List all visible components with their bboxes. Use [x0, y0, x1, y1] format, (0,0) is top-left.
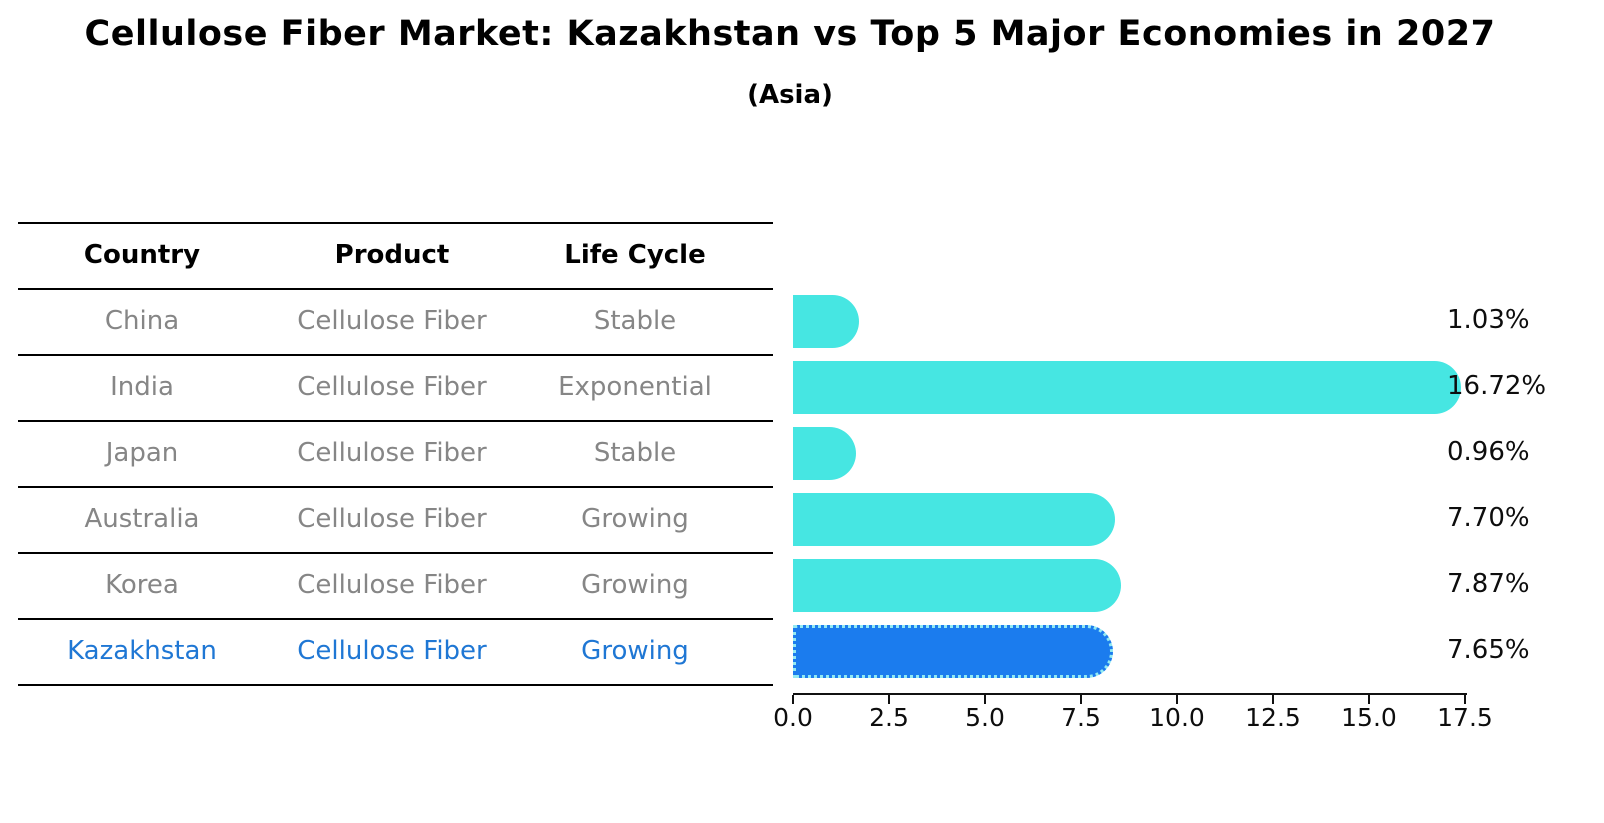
table-row: China Cellulose Fiber Stable — [0, 288, 775, 354]
cell-country: Japan — [105, 438, 179, 468]
table-line — [18, 684, 773, 686]
cell-country: Australia — [84, 504, 200, 534]
value-label: 16.72% — [1447, 371, 1547, 401]
value-label: 7.65% — [1447, 635, 1530, 665]
chart-subtitle: (Asia) — [747, 80, 833, 110]
table-line — [18, 486, 773, 488]
x-axis-line — [793, 693, 1467, 695]
cell-country: China — [104, 306, 180, 336]
cell-life-cycle: Growing — [581, 504, 689, 534]
x-axis-tick — [888, 695, 890, 704]
cell-life-cycle: Exponential — [558, 372, 712, 402]
table-row: Korea Cellulose Fiber Growing — [0, 552, 775, 618]
x-axis-tick-label: 17.5 — [1437, 703, 1493, 732]
cell-life-cycle: Growing — [581, 636, 689, 666]
column-header-product: Product — [334, 240, 450, 270]
cell-country: Kazakhstan — [67, 636, 217, 666]
value-label: 0.96% — [1447, 437, 1530, 467]
cell-life-cycle: Stable — [593, 438, 677, 468]
value-label: 7.87% — [1447, 569, 1530, 599]
bar-kazakhstan — [793, 625, 1113, 678]
table-line — [18, 354, 773, 356]
bar-australia — [793, 493, 1115, 546]
column-header-life-cycle: Life Cycle — [564, 240, 706, 270]
cell-product: Cellulose Fiber — [297, 438, 487, 468]
x-axis-tick — [1368, 695, 1370, 704]
x-axis-tick-label: 0.0 — [773, 703, 813, 732]
cell-product: Cellulose Fiber — [297, 636, 487, 666]
cell-life-cycle: Stable — [593, 306, 677, 336]
table-line — [18, 618, 773, 620]
cell-country: Korea — [105, 570, 179, 600]
cell-product: Cellulose Fiber — [297, 372, 487, 402]
table-line — [18, 552, 773, 554]
cell-product: Cellulose Fiber — [297, 504, 487, 534]
x-axis-tick-label: 15.0 — [1341, 703, 1397, 732]
table-header-row: Country Product Life Cycle — [0, 222, 775, 288]
table-row-kazakhstan: Kazakhstan Cellulose Fiber Growing — [0, 618, 775, 684]
x-axis-tick — [1272, 695, 1274, 704]
x-axis-tick — [1080, 695, 1082, 704]
cell-country: India — [110, 372, 174, 402]
cell-life-cycle: Growing — [581, 570, 689, 600]
x-axis-tick-label: 5.0 — [965, 703, 1005, 732]
table-row: Japan Cellulose Fiber Stable — [0, 420, 775, 486]
x-axis-tick — [1176, 695, 1178, 704]
value-label: 7.70% — [1447, 503, 1530, 533]
table-line — [18, 222, 773, 224]
table-row: India Cellulose Fiber Exponential — [0, 354, 775, 420]
cell-product: Cellulose Fiber — [297, 306, 487, 336]
table-line — [18, 420, 773, 422]
column-header-country: Country — [83, 240, 201, 270]
bar-india — [793, 361, 1461, 414]
x-axis-tick-label: 2.5 — [869, 703, 909, 732]
bar-korea — [793, 559, 1121, 612]
table-row: Australia Cellulose Fiber Growing — [0, 486, 775, 552]
x-axis-tick — [984, 695, 986, 704]
cell-product: Cellulose Fiber — [297, 570, 487, 600]
x-axis-tick-label: 12.5 — [1245, 703, 1301, 732]
bar-japan — [793, 427, 856, 480]
bar-china — [793, 295, 859, 348]
x-axis-tick-label: 10.0 — [1149, 703, 1205, 732]
x-axis-tick-label: 7.5 — [1061, 703, 1101, 732]
x-axis-tick — [792, 695, 794, 704]
value-label: 1.03% — [1447, 305, 1530, 335]
chart-title: Cellulose Fiber Market: Kazakhstan vs To… — [84, 14, 1496, 54]
x-axis-tick — [1464, 695, 1466, 704]
table-line — [18, 288, 773, 290]
